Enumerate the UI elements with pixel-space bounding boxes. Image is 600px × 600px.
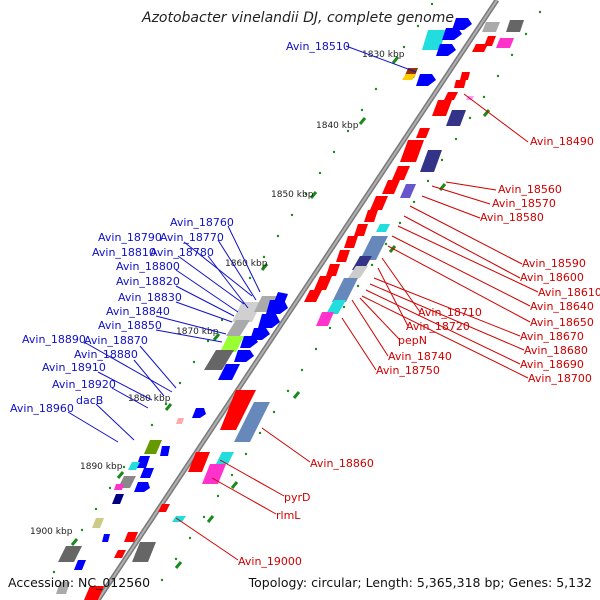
scale-label: 1830 kbp <box>362 50 405 60</box>
leader-lines-forward <box>176 94 538 560</box>
gene-label[interactable]: Avin_18670 <box>520 330 584 343</box>
gene-label[interactable]: Avin_18680 <box>524 344 588 357</box>
gene-label[interactable]: pepN <box>398 334 427 347</box>
gene-label[interactable]: Avin_18780 <box>150 246 214 259</box>
gene-label[interactable]: Avin_18650 <box>530 316 594 329</box>
gene-label[interactable]: Avin_18840 <box>106 305 170 318</box>
gene-label[interactable]: Avin_18820 <box>116 275 180 288</box>
gene-label[interactable]: Avin_18880 <box>74 348 138 361</box>
gene-label[interactable]: Avin_18750 <box>376 364 440 377</box>
gene-label[interactable]: Avin_18860 <box>310 457 374 470</box>
gene-label[interactable]: Avin_18800 <box>116 260 180 273</box>
scale-dots-right <box>161 11 541 581</box>
gene-label[interactable]: Avin_18910 <box>42 361 106 374</box>
gene-label[interactable]: Avin_18960 <box>10 402 74 415</box>
gene-label[interactable]: pyrD <box>284 491 311 504</box>
gene-label[interactable]: Avin_18870 <box>84 334 148 347</box>
gene-label[interactable]: Avin_18570 <box>492 197 556 210</box>
gene-label[interactable]: Avin_18710 <box>418 306 482 319</box>
gene-labels-reverse: Avin_18510 Avin_18760 Avin_18790 Avin_18… <box>10 40 350 415</box>
gene-label[interactable]: Avin_18510 <box>286 40 350 53</box>
gene-label[interactable]: Avin_18810 <box>92 246 156 259</box>
scale-label: 1890 kbp <box>80 462 123 472</box>
gene-label[interactable]: Avin_18740 <box>388 350 452 363</box>
topology-text: Topology: circular; Length: 5,365,318 bp… <box>248 575 592 590</box>
scale-label: 1870 kbp <box>176 327 219 337</box>
gene-label[interactable]: Avin_18790 <box>98 231 162 244</box>
gene-label[interactable]: Avin_18890 <box>22 333 86 346</box>
gene-label[interactable]: Avin_18850 <box>98 319 162 332</box>
scale-label: 1850 kbp <box>271 190 314 200</box>
gene-label[interactable]: Avin_18640 <box>530 300 594 313</box>
gene-label[interactable]: Avin_18760 <box>170 216 234 229</box>
gene-label[interactable]: Avin_18920 <box>52 378 116 391</box>
gene-label[interactable]: Avin_18700 <box>528 372 592 385</box>
gene-label[interactable]: Avin_18580 <box>480 211 544 224</box>
gene-label[interactable]: Avin_18610 <box>538 286 600 299</box>
gene-label[interactable]: Avin_18720 <box>406 320 470 333</box>
accession-text: Accession: NC_012560 <box>8 575 150 590</box>
gene-label[interactable]: Avin_18690 <box>520 358 584 371</box>
scale-label: 1840 kbp <box>316 121 359 131</box>
gene-label[interactable]: Avin_19000 <box>238 555 302 568</box>
scale-label: 1900 kbp <box>30 527 73 537</box>
gene-label[interactable]: Avin_18560 <box>498 183 562 196</box>
genome-map: Azotobacter vinelandii DJ, complete geno… <box>0 0 600 600</box>
gene-label[interactable]: Avin_18590 <box>522 257 586 270</box>
scale-dots-left <box>53 3 433 573</box>
gene-label[interactable]: Avin_18600 <box>520 271 584 284</box>
gene-label[interactable]: dacB <box>76 394 103 407</box>
map-title: Azotobacter vinelandii DJ, complete geno… <box>141 10 454 26</box>
gene-label[interactable]: Avin_18830 <box>118 291 182 304</box>
genome-map-canvas: Azotobacter vinelandii DJ, complete geno… <box>0 0 600 600</box>
gene-label[interactable]: rlmL <box>276 509 301 522</box>
gene-label[interactable]: Avin_18770 <box>160 231 224 244</box>
gene-label[interactable]: Avin_18490 <box>530 135 594 148</box>
